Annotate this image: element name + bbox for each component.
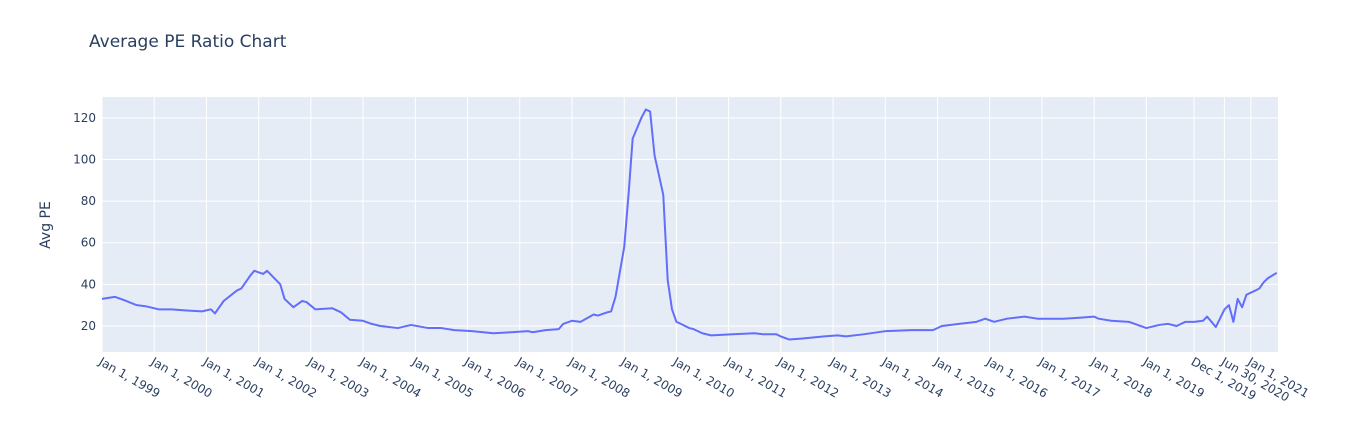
y-axis-title: Avg PE — [38, 201, 54, 249]
y-tick-label: 100 — [73, 152, 96, 166]
y-tick-label: 60 — [81, 236, 96, 250]
y-tick-label: 120 — [73, 111, 96, 125]
data-line — [101, 108, 1278, 341]
chart-title: Average PE Ratio Chart — [89, 32, 287, 52]
y-tick-label: 80 — [81, 194, 96, 208]
y-tick-label: 20 — [81, 319, 96, 333]
plot-background — [102, 97, 1278, 352]
y-tick-label: 40 — [81, 277, 96, 291]
